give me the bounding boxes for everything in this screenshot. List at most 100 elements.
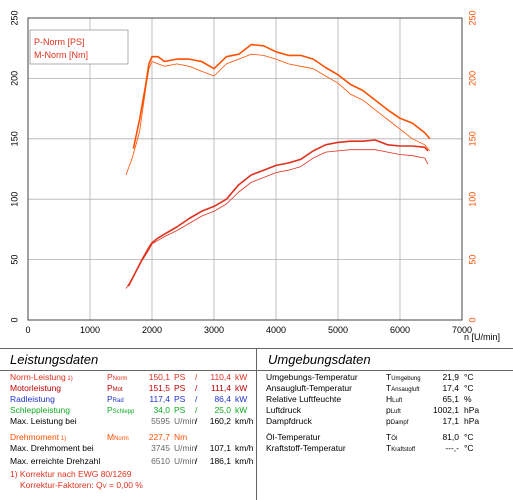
row-unit-1: U/min [174,416,197,426]
row-value-1: 6510 [151,456,170,466]
y-tick-label-right: 50 [467,255,477,265]
y-tick-label-right: 150 [467,131,477,146]
row-separator: / [195,383,198,393]
row-unit: °C [464,432,474,442]
row-separator: / [195,443,198,453]
row-value: 65,1 [442,394,459,404]
torque-run1-line [132,43,431,149]
row-unit-2: kW [235,372,248,382]
row-unit: °C [464,383,474,393]
dyno-chart: 0 50 100 150 200 250 0 50 100 150 200 250 0 1000 200… [9,10,500,342]
row-symbol: pDampf [386,416,409,426]
umgebung-row: Dampfdruck pDampf 17,1 hPa [256,416,513,427]
row-separator: / [195,372,198,382]
row-symbol: PRad [107,394,124,404]
row-label: Norm-Leistung 1) [10,372,73,382]
row-label: Umgebungs-Temperatur [266,372,358,382]
umgebung-row: Relative Luftfeuchte HLuft 65,1% [256,394,513,405]
row-unit-1: PS [174,383,186,393]
row-value-1: 151,5 [148,383,170,393]
row-value: ---,- [445,443,459,453]
row-symbol: HLuft [386,394,403,404]
leistung-row: Radleistung PRad 117,4 PS / 86,4 kW [0,394,256,405]
row-unit-1: PS [174,372,186,382]
y-tick-label-left: 200 [9,71,19,86]
row-value-2: 111,4 [210,383,231,393]
row-symbol: PSchlepp [107,405,135,415]
umgebung-row: Öl-Temperatur TÖl 81,0 °C [256,432,513,443]
row-label: Motorleistung [10,383,62,393]
leistung-row: Max. erreichte Drehzahl 6510 U/min/ 186,1 km… [0,456,256,467]
umgebung-row: Kraftstoff-Temperatur TKraftstoff ---,- °C [256,443,513,454]
x-axis: 0 1000 2000 3000 4000 5000 6000 7000 [25,325,472,335]
row-value-2: 25,0 [214,405,231,415]
row-value-2: 107,1 [209,443,231,453]
row-value-2: 86,4 [214,394,231,404]
row-value-1: 150,1 [148,372,170,382]
row-unit-2: kW [235,394,248,404]
leistung-row: Max. Leistung bei 5595 U/min/ 160,2 km/h [0,416,256,427]
row-value-2: 186,1 [209,456,231,466]
x-tick-label: 2000 [142,325,162,335]
umgebung-row: Ansaugluft-Temperatur TAnsaugluft 17,4 °C [256,383,513,394]
row-value: 81,0 [442,432,459,442]
footnote-correction: 1) Korrektur nach EWG 80/1269 [10,469,132,479]
leistung-row: Norm-Leistung 1) PNorm 150,1 PS / 110,4 kW [0,372,256,383]
row-separator: / [195,394,198,404]
data-tables: Leistungsdaten Umgebungsdaten Norm-Leist… [0,348,513,500]
x-tick-label: 0 [25,325,30,335]
x-tick-label: 4000 [266,325,286,335]
divider-title [0,370,513,371]
power-run1-line [127,139,429,287]
leistung-row: Schleppleistung PSchlepp 34,0 PS / 25,0 kW [0,405,256,416]
row-unit-2: km/h [235,443,254,453]
y-tick-label-left: 150 [9,131,19,146]
leistungsdaten-title: Leistungsdaten [10,352,99,367]
row-label: Dampfdruck [266,416,312,426]
row-value-1: 227,7 [148,432,170,442]
leistung-row: Motorleistung PMot 151,5 PS / 111,4 kW [0,383,256,394]
x-tick-label: 6000 [390,325,410,335]
row-symbol: PNorm [107,372,128,382]
legend-entry-torque: M-Norm [Nm] [34,50,88,60]
row-label: Max. Leistung bei [10,416,77,426]
row-value-2: 160,2 [209,416,231,426]
y-axis-right: 0 50 100 150 200 250 [467,10,477,322]
torque-run2-line [125,53,431,176]
y-tick-label-left: 250 [9,10,19,25]
row-value-1: 117,4 [149,394,170,404]
y-tick-label-right: 100 [467,192,477,207]
umgebung-row: Luftdruck pLuft 1002,1 hPa [256,405,513,416]
y-tick-label-right: 200 [467,71,477,86]
row-label: Ansaugluft-Temperatur [266,383,352,393]
row-value-1: 5595 [151,416,170,426]
row-value: 17,4 [442,383,459,393]
row-symbol: TÖl [386,432,398,442]
row-unit: °C [464,443,474,453]
row-value-1: 3745 [151,443,170,453]
divider-vertical [256,348,257,500]
leistung-row: Drehmoment 1) MNorm 227,7 Nm [0,432,256,443]
chart-series [125,43,431,289]
row-unit-1: PS [174,394,186,404]
row-label: Radleistung [10,394,55,404]
row-symbol: MNorm [107,432,129,442]
row-label: Max. erreichte Drehzahl [10,456,101,466]
row-unit: hPa [464,416,480,426]
plot-frame [27,17,463,321]
y-tick-label-right: 250 [467,10,477,25]
y-axis-left: 0 50 100 150 200 250 [9,10,19,322]
row-separator: / [195,416,198,426]
y-tick-label-left: 50 [9,255,19,265]
y-tick-label-left: 0 [9,317,19,322]
row-value-2: 110,4 [210,372,231,382]
x-axis-label: n [U/min] [464,332,500,342]
row-unit-1: PS [174,405,186,415]
row-value-1: 34,0 [153,405,170,415]
x-tick-label: 5000 [328,325,348,335]
umgebungsdaten-title: Umgebungsdaten [268,352,371,367]
row-unit-1: Nm [174,432,188,442]
row-unit-2: kW [235,383,248,393]
row-unit-2: kW [235,405,248,415]
leistung-row: Max. Drehmoment bei 3745 U/min/ 107,1 km/h [0,443,256,454]
